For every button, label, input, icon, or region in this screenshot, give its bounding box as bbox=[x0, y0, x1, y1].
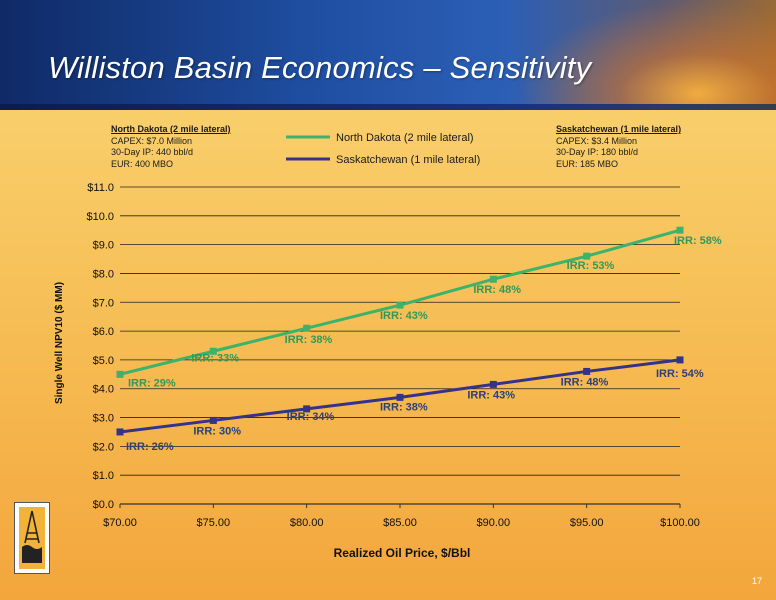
saskatchewan-data-point bbox=[583, 367, 591, 375]
north-dakota-capex: CAPEX: $7.0 Million bbox=[111, 135, 193, 146]
slide-title: Williston Basin Economics – Sensitivity bbox=[48, 50, 592, 85]
saskatchewan-eur: EUR: 185 MBO bbox=[556, 158, 619, 169]
north-dakota-data-point bbox=[583, 252, 591, 260]
company-logo bbox=[14, 502, 50, 574]
north-dakota-irr-label: IRR: 48% bbox=[473, 284, 521, 296]
saskatchewan-irr-label: IRR: 30% bbox=[193, 425, 241, 437]
x-tick-label: $100.00 bbox=[660, 517, 700, 529]
y-tick-label: $8.0 bbox=[93, 268, 114, 280]
x-tick-label: $70.00 bbox=[103, 517, 137, 529]
north-dakota-eur: EUR: 400 MBO bbox=[111, 158, 174, 169]
y-tick-label: $2.0 bbox=[93, 441, 114, 453]
saskatchewan-irr-label: IRR: 54% bbox=[656, 368, 704, 380]
x-tick-label: $90.00 bbox=[477, 517, 511, 529]
saskatchewan-irr-label: IRR: 48% bbox=[561, 376, 609, 388]
saskatchewan-irr-label: IRR: 43% bbox=[467, 389, 515, 401]
x-tick-label: $95.00 bbox=[570, 517, 604, 529]
north-dakota-info-box: North Dakota (2 mile lateral) CAPEX: $7.… bbox=[111, 124, 231, 170]
north-dakota-irr-label: IRR: 53% bbox=[567, 260, 615, 272]
y-axis-title: Single Well NPV10 ($ MM) bbox=[54, 282, 65, 404]
y-tick-label: $5.0 bbox=[93, 355, 114, 367]
saskatchewan-data-point bbox=[396, 393, 404, 401]
saskatchewan-data-point bbox=[676, 356, 684, 364]
saskatchewan-info-box: Saskatchewan (1 mile lateral) CAPEX: $3.… bbox=[556, 124, 681, 170]
north-dakota-data-point bbox=[209, 347, 217, 355]
north-dakota-irr-label: IRR: 38% bbox=[285, 334, 333, 346]
north-dakota-data-point bbox=[489, 275, 497, 283]
x-axis-title: Realized Oil Price, $/Bbl bbox=[334, 546, 471, 560]
x-tick-label: $80.00 bbox=[290, 517, 324, 529]
north-dakota-data-point bbox=[303, 324, 311, 332]
saskatchewan-heading: Saskatchewan (1 mile lateral) bbox=[556, 124, 682, 134]
y-tick-label: $3.0 bbox=[93, 413, 114, 425]
saskatchewan-capex: CAPEX: $3.4 Million bbox=[556, 135, 638, 146]
header-stripe bbox=[0, 104, 776, 110]
page-number: 17 bbox=[751, 576, 762, 586]
derrick-logo-icon bbox=[19, 507, 45, 569]
north-dakota-data-point bbox=[396, 301, 404, 309]
north-dakota-heading: North Dakota (2 mile lateral) bbox=[111, 124, 231, 134]
legend-label-saskatchewan: Saskatchewan (1 mile lateral) bbox=[336, 154, 480, 166]
legend-label-north-dakota: North Dakota (2 mile lateral) bbox=[336, 132, 474, 144]
header-banner bbox=[0, 0, 776, 110]
y-tick-label: $9.0 bbox=[93, 240, 114, 252]
y-tick-label: $10.0 bbox=[86, 211, 114, 223]
north-dakota-irr-label: IRR: 33% bbox=[191, 352, 239, 364]
saskatchewan-data-point bbox=[116, 428, 124, 436]
saskatchewan-ip: 30-Day IP: 180 bbl/d bbox=[556, 147, 639, 157]
north-dakota-data-point bbox=[116, 370, 124, 378]
north-dakota-irr-label: IRR: 29% bbox=[128, 377, 176, 389]
saskatchewan-data-point bbox=[489, 380, 497, 388]
north-dakota-data-point bbox=[676, 226, 684, 234]
x-tick-label: $75.00 bbox=[197, 517, 231, 529]
saskatchewan-irr-label: IRR: 34% bbox=[287, 411, 335, 423]
y-tick-label: $4.0 bbox=[93, 384, 114, 396]
y-tick-label: $1.0 bbox=[93, 470, 114, 482]
y-tick-label: $7.0 bbox=[93, 297, 114, 309]
saskatchewan-irr-label: IRR: 38% bbox=[380, 401, 428, 413]
y-tick-label: $0.0 bbox=[93, 499, 114, 511]
saskatchewan-data-point bbox=[303, 405, 311, 413]
x-tick-label: $85.00 bbox=[383, 517, 417, 529]
y-tick-label: $11.0 bbox=[87, 182, 114, 194]
north-dakota-irr-label: IRR: 58% bbox=[674, 235, 722, 247]
north-dakota-irr-label: IRR: 43% bbox=[380, 310, 428, 322]
north-dakota-ip: 30-Day IP: 440 bbl/d bbox=[111, 147, 194, 157]
saskatchewan-irr-label: IRR: 26% bbox=[126, 441, 174, 453]
header-oilfield-image bbox=[516, 0, 776, 110]
saskatchewan-data-point bbox=[209, 416, 217, 424]
y-tick-label: $6.0 bbox=[93, 326, 114, 338]
